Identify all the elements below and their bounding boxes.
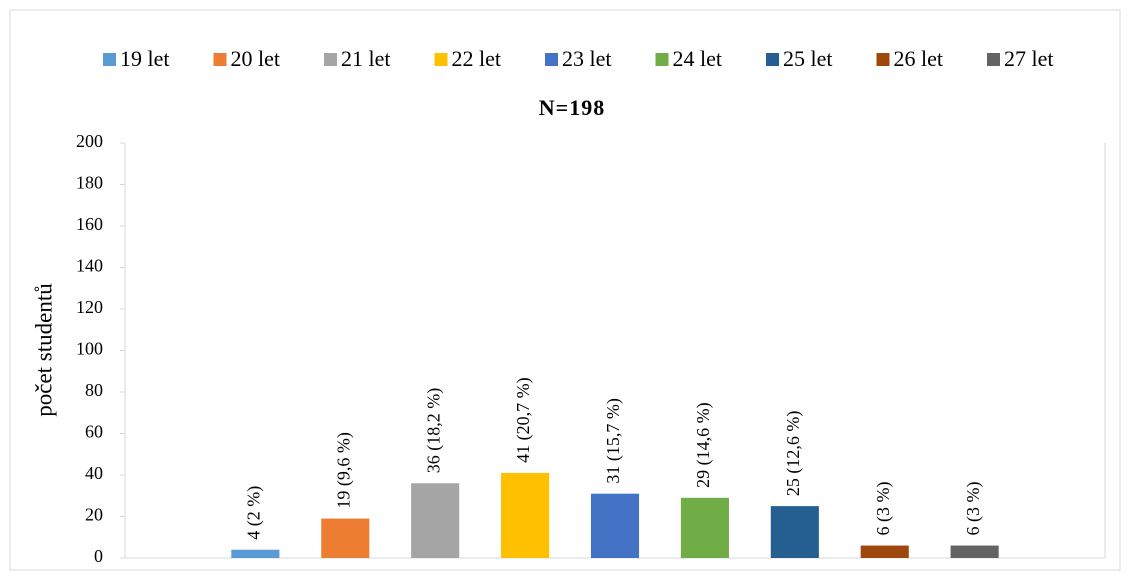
- legend-label: 19 let: [120, 46, 170, 71]
- data-label: 25 (12,6 %): [783, 411, 804, 496]
- chart-frame: [9, 9, 1121, 571]
- y-tick-label: 40: [85, 463, 103, 483]
- legend-swatch: [545, 53, 558, 66]
- y-tick-label: 20: [85, 505, 103, 525]
- legend-swatch: [987, 53, 1000, 66]
- legend-label: 20 let: [231, 46, 281, 71]
- legend-swatch: [434, 53, 448, 66]
- y-tick-label: 200: [76, 131, 103, 151]
- legend-swatch: [103, 53, 116, 66]
- bar: [950, 545, 999, 558]
- data-label: 6 (3 %): [873, 482, 894, 536]
- bar: [680, 497, 729, 558]
- legend-label: 26 let: [894, 46, 944, 71]
- legend-swatch: [766, 53, 779, 66]
- bar: [501, 472, 550, 558]
- y-axis-label: počet studentů: [31, 283, 56, 417]
- legend-swatch: [876, 53, 890, 66]
- data-label: 19 (9,6 %): [333, 432, 354, 508]
- y-tick-label: 120: [76, 297, 103, 317]
- bar: [411, 483, 460, 558]
- legend-swatch: [324, 53, 337, 66]
- y-tick-label: 180: [76, 173, 103, 193]
- bar: [231, 549, 280, 558]
- y-tick-label: 0: [94, 546, 103, 566]
- y-tick-label: 80: [85, 380, 103, 400]
- data-label: 31 (15,7 %): [603, 398, 624, 483]
- y-tick-label: 100: [76, 339, 103, 359]
- legend-swatch: [213, 53, 227, 66]
- bar: [860, 545, 909, 558]
- legend-label: 25 let: [783, 46, 833, 71]
- y-tick-label: 140: [76, 256, 103, 276]
- data-label: 36 (18,2 %): [423, 388, 444, 473]
- bar: [590, 493, 640, 558]
- chart-title: N=198: [539, 95, 605, 120]
- data-label: 6 (3 %): [963, 482, 984, 536]
- bar: [770, 506, 819, 558]
- y-tick-label: 60: [85, 422, 103, 442]
- legend-label: 23 let: [562, 46, 612, 71]
- legend-swatch: [655, 53, 669, 66]
- data-label: 29 (14,6 %): [693, 402, 714, 487]
- legend-label: 21 let: [341, 46, 391, 71]
- y-tick-label: 160: [76, 214, 103, 234]
- legend-label: 24 let: [673, 46, 723, 71]
- legend-label: 22 let: [452, 46, 502, 71]
- legend-label: 27 let: [1004, 46, 1054, 71]
- data-label: 4 (2 %): [243, 486, 264, 540]
- bar: [321, 518, 370, 558]
- data-label: 41 (20,7 %): [513, 377, 534, 462]
